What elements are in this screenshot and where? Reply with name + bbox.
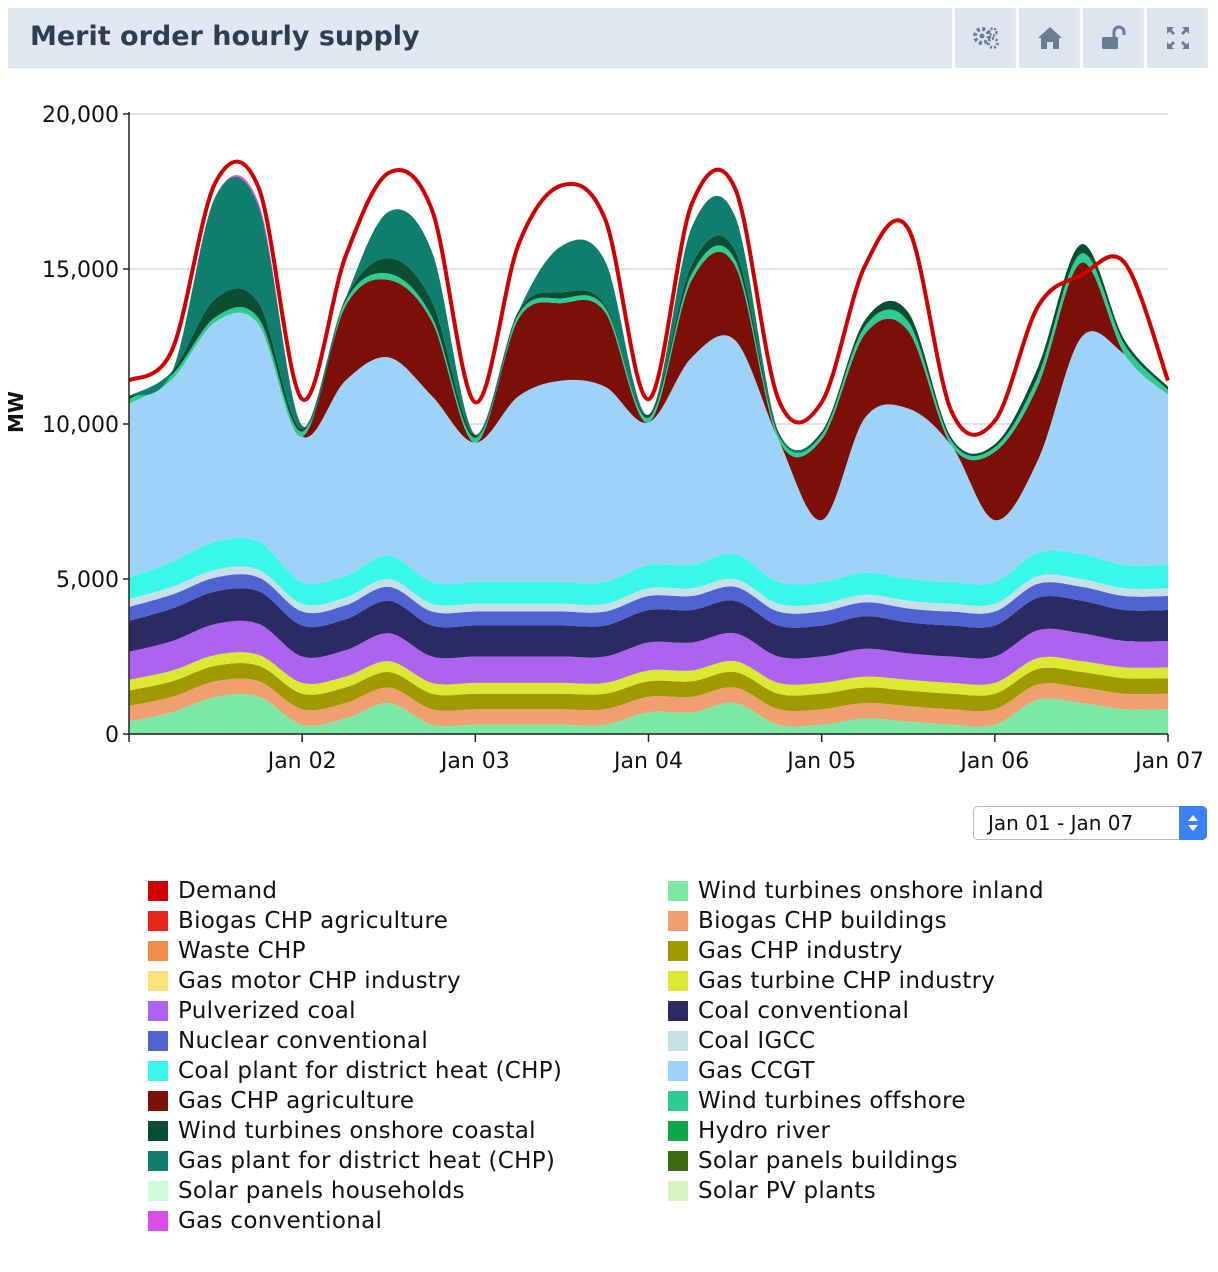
demand-layer [127,159,1170,437]
area-gas-chp-agriculture [129,251,1168,521]
legend-swatch [148,1211,168,1231]
area-gas-chp-industry [129,663,1168,712]
y-tick-label: 10,000 [42,413,119,438]
legend-swatch [148,911,168,931]
legend-label: Biogas CHP buildings [698,908,947,934]
legend-label: Coal conventional [698,998,910,1024]
legend-label: Solar panels buildings [698,1148,958,1174]
legend-label: Gas CCGT [698,1058,815,1084]
legend-label: Wind turbines offshore [698,1088,966,1114]
legend-swatch [148,1031,168,1051]
legend-swatch [668,941,688,961]
legend-swatch [148,881,168,901]
legend-label: Gas conventional [178,1208,383,1234]
legend-label: Pulverized coal [178,998,356,1024]
x-tick-label: Jan 02 [266,749,337,774]
legend-swatch [148,1181,168,1201]
axes: 0 5,000 10,000 15,000 20,000 Jan 02 Jan 03 Jan … [42,103,1204,774]
area-biogas-chp-buildings [129,678,1168,727]
home-button[interactable] [1016,8,1078,68]
x-tick-label: Jan 07 [1133,749,1204,774]
legend-swatch [668,1031,688,1051]
legend-swatch [668,1001,688,1021]
legend-swatch [668,1151,688,1171]
y-tick-label: 20,000 [42,103,119,128]
legend-label: Wind turbines onshore coastal [178,1118,536,1144]
legend-label: Solar PV plants [698,1178,876,1204]
home-icon [1038,27,1062,49]
legend-label: Gas plant for district heat (CHP) [178,1148,556,1174]
legend-swatch [668,971,688,991]
x-tick-label: Jan 04 [612,749,683,774]
x-tick-label: Jan 06 [958,749,1029,774]
area-coal-igcc [129,566,1168,614]
area-coal-conventional [129,588,1168,659]
legend-swatch [148,971,168,991]
legend-swatch [148,1061,168,1081]
settings-button[interactable] [952,8,1014,68]
date-range-select[interactable]: Jan 01 - Jan 07 [973,806,1207,840]
unlock-icon [1102,25,1126,49]
chart-header: Merit order hourly supply [8,8,1208,68]
x-tick-label: Jan 03 [439,749,510,774]
legend-label: Waste CHP [178,938,306,964]
area-gas-ccgt [129,312,1168,585]
legend-swatch [668,1061,688,1081]
demand-line [127,159,1170,437]
legend-label: Wind turbines onshore inland [698,878,1044,904]
legend-swatch [148,941,168,961]
legend-label: Nuclear conventional [178,1028,429,1054]
merit-order-chart: 0 5,000 10,000 15,000 20,000 Jan 02 Jan 03 Jan … [4,103,1204,774]
y-tick-label: 0 [105,723,119,748]
legend-label: Coal IGCC [698,1028,816,1054]
select-arrows-icon [1179,806,1207,840]
legend-label: Gas turbine CHP industry [698,968,996,994]
legend-swatch [668,1091,688,1111]
legend-swatch [668,1181,688,1201]
date-range-value: Jan 01 - Jan 07 [988,811,1134,835]
chart-title: Merit order hourly supply [30,21,420,52]
legend-swatch [148,1121,168,1141]
legend-label: Hydro river [698,1118,831,1144]
legend-label: Demand [178,878,278,904]
x-tick-label: Jan 05 [785,749,856,774]
legend-swatch [668,911,688,931]
legend-label: Solar panels households [178,1178,465,1204]
area-nuclear-conventional [129,574,1168,628]
legend-swatch [668,881,688,901]
area-wind-turbines-onshore-inland [129,694,1168,734]
legend-label: Gas CHP agriculture [178,1088,415,1114]
legend-label: Biogas CHP agriculture [178,908,449,934]
area-gas-turbine-chp-industry [129,652,1168,696]
y-tick-label: 5,000 [56,568,119,593]
legend-label: Gas motor CHP industry [178,968,461,994]
legend-swatch [668,1121,688,1141]
legend-label: Gas CHP industry [698,938,903,964]
fullscreen-button[interactable] [1144,8,1206,68]
legend-label: Coal plant for district heat (CHP) [178,1058,563,1084]
legend-swatch [148,1001,168,1021]
y-axis-label: MW [4,391,28,433]
gears-icon [973,27,999,49]
lock-button[interactable] [1080,8,1142,68]
area-gas-plant-for-district-heat-chp- [129,176,1168,454]
expand-icon [1167,27,1189,49]
legend-swatch [148,1151,168,1171]
stacked-areas [129,175,1168,734]
legend-swatch [148,1091,168,1111]
area-coal-plant-for-district-heat-chp- [129,537,1168,607]
y-tick-label: 15,000 [42,258,119,283]
area-pulverized-coal [129,620,1168,685]
